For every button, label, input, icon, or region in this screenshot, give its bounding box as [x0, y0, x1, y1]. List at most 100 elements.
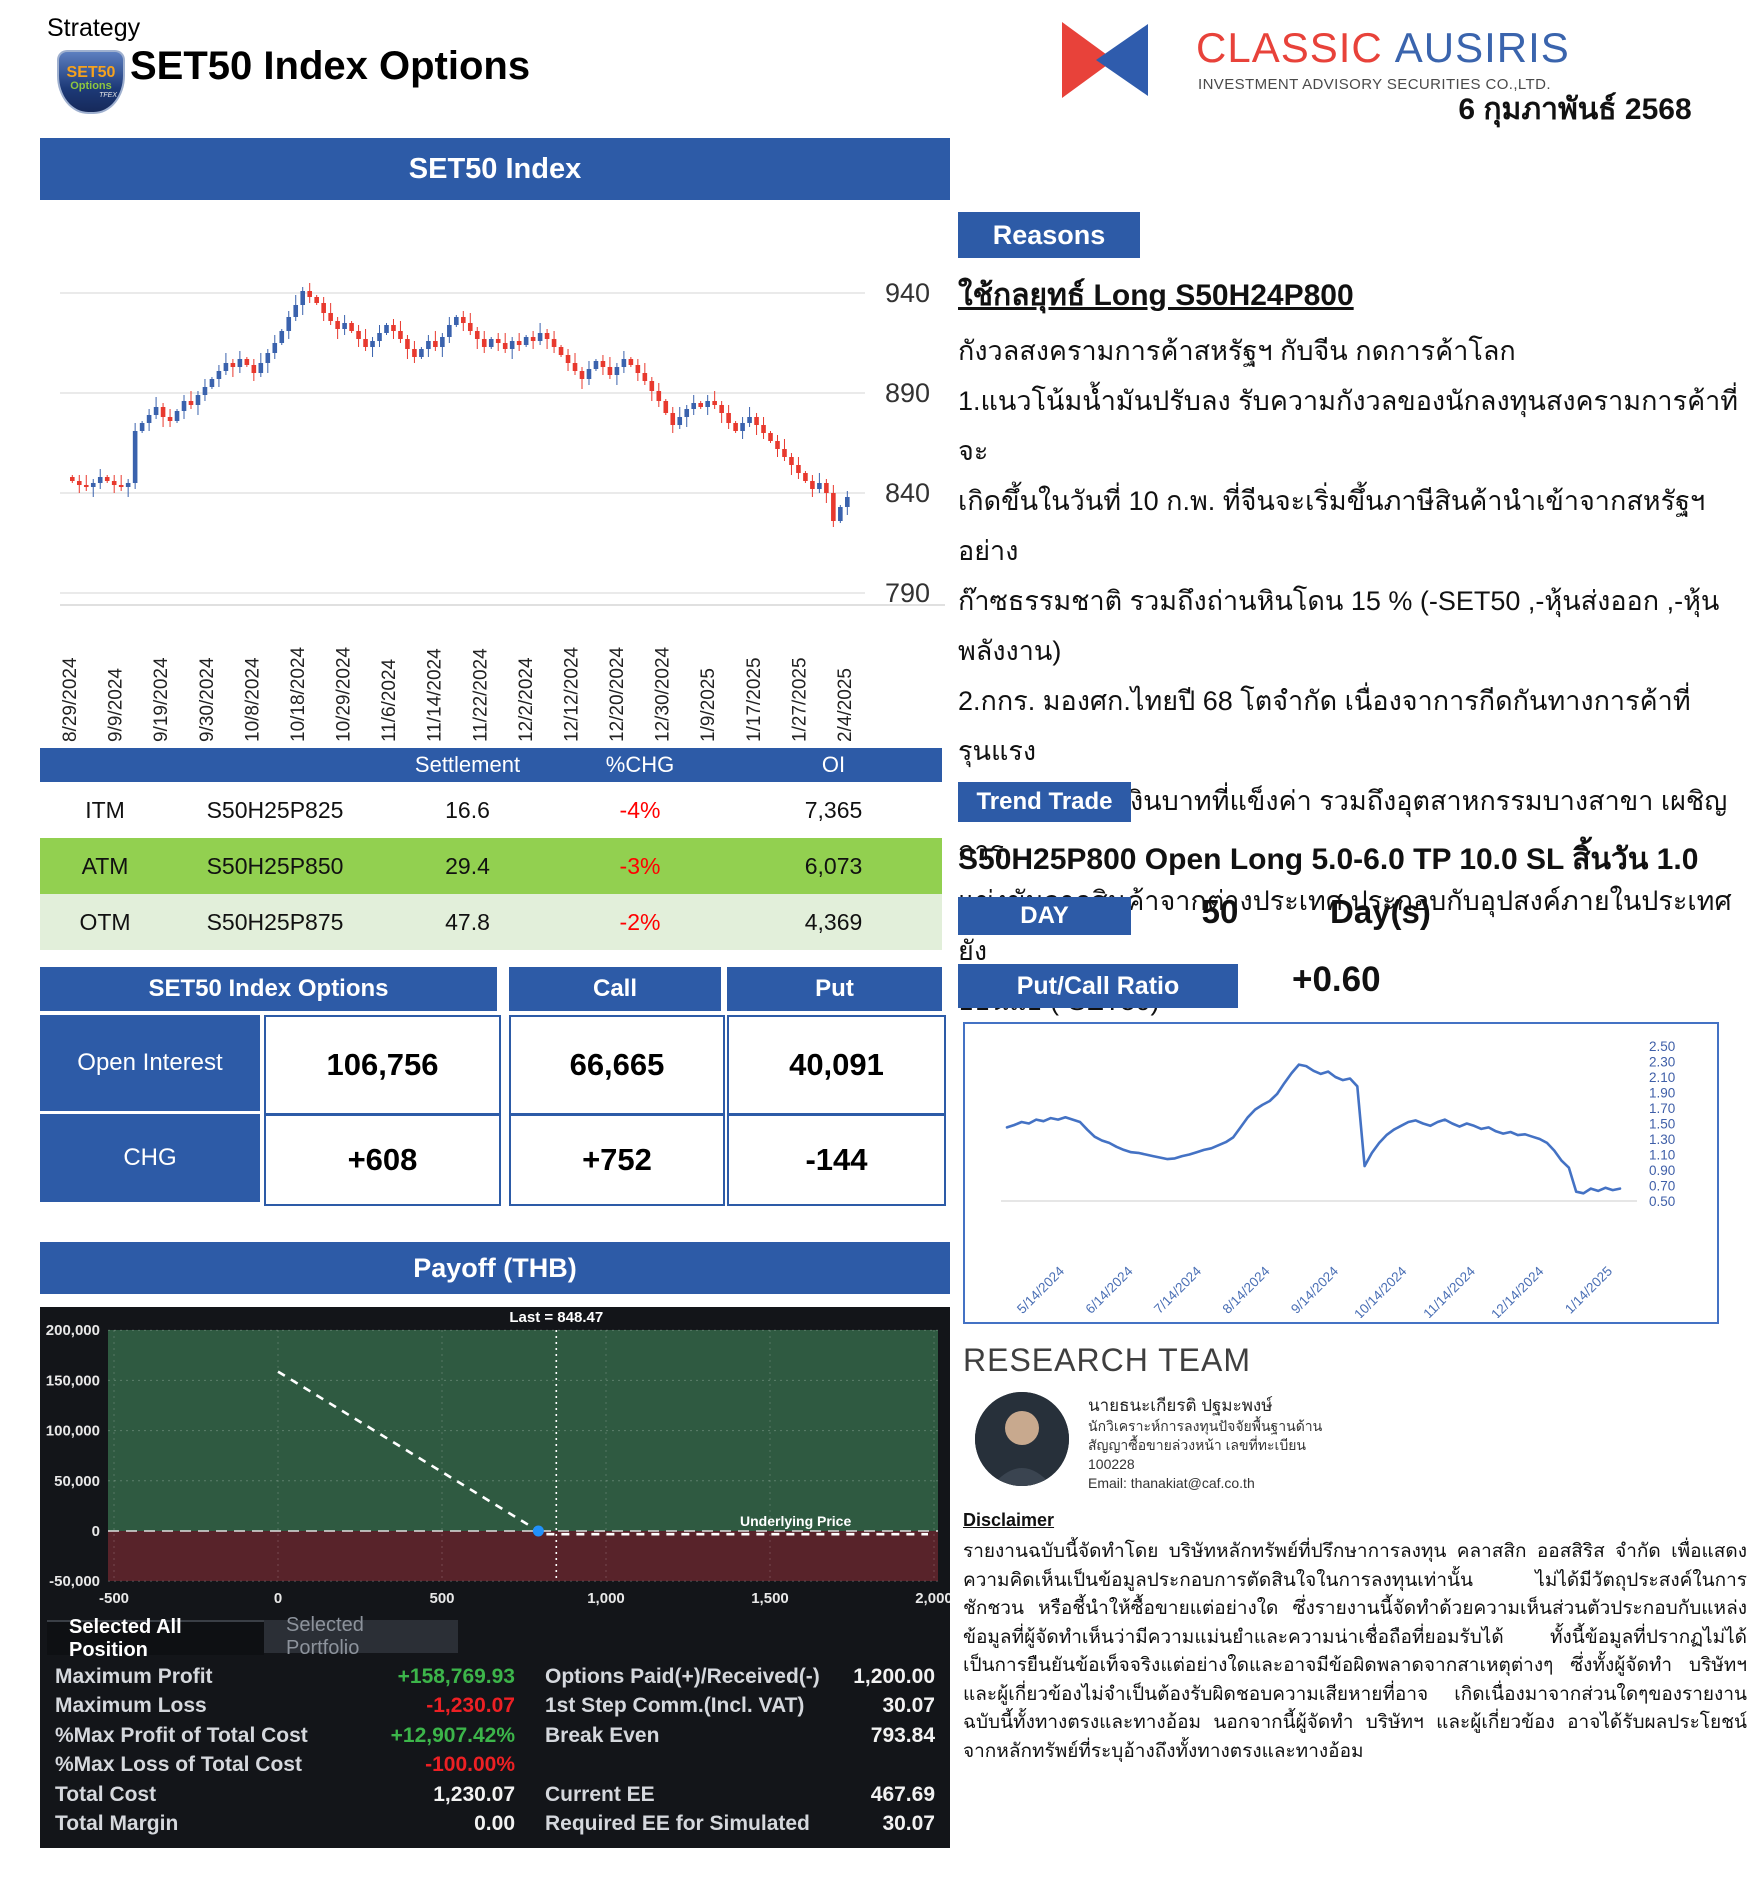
payoff-panel: 200,000 150,000 100,000 50,000 0 -50,000 -500 0… [40, 1307, 953, 1848]
brand-name-classic: CLASSIC [1196, 24, 1383, 71]
total-cost-label: Total Cost [55, 1782, 157, 1806]
analyst-license: 100228 [1088, 1456, 1135, 1472]
svg-text:100,000: 100,000 [46, 1423, 100, 1440]
oi-summary-title: SET50 Index Options [40, 967, 497, 1011]
max-profit-label: Maximum Profit [55, 1664, 213, 1688]
svg-text:1,500: 1,500 [751, 1590, 789, 1607]
itm-series: S50H25P825 [206, 796, 344, 823]
svg-text:0: 0 [92, 1523, 100, 1540]
otm-chg: -2% [619, 908, 661, 935]
disclaimer-heading: Disclaimer [963, 1510, 1055, 1530]
brand-name-ausiris: AUSIRIS [1394, 24, 1570, 71]
put-call-ratio-chart-frame: 2.50 2.30 2.10 1.90 1.70 1.50 1.30 1.10 0.90 0.70… [963, 1022, 1719, 1324]
total-margin-label: Total Margin [55, 1812, 179, 1836]
reason-line: เกิดขึ้นในวันที่ 10 ก.พ. ที่จีนจะเริ่มขึ… [958, 486, 1706, 566]
reason-line: 1.แนวโน้มน้ำมันปรับลง รับความกังวลของนัก… [958, 386, 1739, 466]
table-row-atm: ATM S50H25P850 29.4 -3% 6,073 [40, 838, 942, 894]
options-table-header: Settlement %CHG OI [40, 748, 942, 782]
atm-oi: 6,073 [804, 852, 863, 879]
call-header: Call [509, 967, 721, 1011]
logo-line2: Options [70, 80, 112, 92]
svg-text:1/14/2025: 1/14/2025 [1562, 1264, 1615, 1317]
svg-text:10/18/2024: 10/18/2024 [288, 646, 309, 742]
brand-name: CLASSIC AUSIRIS [1196, 24, 1570, 72]
first-step-comm-value: 30.07 [882, 1694, 935, 1718]
put-open-interest: 40,091 [727, 1015, 946, 1115]
atm-label: ATM [81, 852, 129, 879]
tab-selected-all-position[interactable]: Selected All Position [47, 1616, 264, 1661]
itm-label: ITM [85, 796, 125, 823]
svg-text:12/20/2024: 12/20/2024 [607, 646, 628, 742]
first-step-comm-label: 1st Step Comm.(Incl. VAT) [545, 1694, 805, 1718]
analyst-info: นายธนะเกียรติ ปฐมะพงษ์ นักวิเคราะห์การลง… [1088, 1396, 1418, 1493]
max-profit-value: +158,769.93 [397, 1664, 515, 1688]
analyst-avatar [975, 1392, 1069, 1486]
svg-text:2.50: 2.50 [1649, 1039, 1675, 1054]
svg-text:940: 940 [885, 278, 930, 308]
max-loss-value: -1,230.07 [426, 1694, 515, 1718]
call-chg: +752 [509, 1114, 725, 1206]
col-oi: OI [821, 752, 846, 777]
analyst-email[interactable]: Email: thanakiat@caf.co.th [1088, 1475, 1255, 1491]
table-row-itm: ITM S50H25P825 16.6 -4% 7,365 [40, 782, 942, 838]
put-chg: -144 [727, 1114, 946, 1206]
svg-text:10/29/2024: 10/29/2024 [334, 646, 355, 742]
svg-text:1,000: 1,000 [587, 1590, 625, 1607]
stat-row: Maximum Profit +158,769.93 Options Paid(… [55, 1662, 935, 1692]
otm-oi: 4,369 [804, 908, 863, 935]
pct-max-loss-label: %Max Loss of Total Cost [55, 1753, 302, 1777]
brand-subtitle: INVESTMENT ADVISORY SECURITIES CO.,LTD. [1198, 76, 1551, 93]
svg-text:12/14/2024: 12/14/2024 [1488, 1263, 1547, 1318]
analyst-name: นายธนะเกียรติ ปฐมะพงษ์ [1088, 1396, 1273, 1415]
total-margin-value: 0.00 [474, 1812, 515, 1836]
set50-candlestick-chart: 940 890 840 790 8/29/2024 9/9/2024 9/19/2024 9/… [60, 278, 945, 742]
svg-text:1.30: 1.30 [1649, 1132, 1675, 1147]
payoff-chart: 200,000 150,000 100,000 50,000 0 -50,000-500 0… [46, 1309, 953, 1607]
reason-line: พลังงาน) [958, 636, 1062, 666]
payoff-stats: Maximum Profit +158,769.93 Options Paid(… [55, 1662, 935, 1839]
pct-max-loss-value: -100.00% [425, 1753, 515, 1777]
svg-text:1/9/2025: 1/9/2025 [698, 668, 719, 742]
svg-text:2/4/2025: 2/4/2025 [835, 668, 856, 742]
svg-text:Last = 848.47: Last = 848.47 [509, 1309, 603, 1326]
svg-text:7/14/2024: 7/14/2024 [1151, 1263, 1204, 1316]
svg-text:9/9/2024: 9/9/2024 [106, 668, 127, 742]
reason-line: 2.กกร. มองศก.ไทยปี 68 โตจำกัด เนื่องจากา… [958, 686, 1691, 766]
classic-ausiris-logo-icon [1062, 22, 1148, 98]
put-call-ratio-value: +0.60 [1292, 960, 1381, 999]
required-ee-label: Required EE for Simulated [545, 1812, 810, 1836]
put-call-ratio-label: Put/Call Ratio [958, 964, 1238, 1008]
svg-text:-50,000: -50,000 [49, 1573, 100, 1590]
trend-trade-title: Trend Trade [958, 782, 1131, 822]
table-row-otm: OTM S50H25P875 47.8 -2% 4,369 [40, 894, 942, 950]
break-even-value: 793.84 [870, 1723, 935, 1747]
svg-text:9/14/2024: 9/14/2024 [1288, 1263, 1341, 1316]
svg-text:0.70: 0.70 [1649, 1179, 1675, 1194]
svg-text:890: 890 [885, 378, 930, 408]
reasons-title: Reasons [958, 212, 1140, 258]
col-chg: %CHG [605, 752, 675, 777]
svg-text:6/14/2024: 6/14/2024 [1083, 1263, 1136, 1316]
otm-label: OTM [79, 908, 131, 935]
analyst-role-line1: นักวิเคราะห์การลงทุนปัจจัยพื้นฐานด้าน [1088, 1418, 1323, 1434]
svg-text:8/29/2024: 8/29/2024 [60, 657, 81, 742]
day-unit: Day(s) [1330, 893, 1431, 930]
total-cost-value: 1,230.07 [433, 1782, 515, 1806]
svg-text:0.90: 0.90 [1649, 1163, 1675, 1178]
reason-line: กังวลสงครามการค้าสหรัฐฯ กับจีน กดการค้าโ… [958, 336, 1516, 366]
svg-text:2,000: 2,000 [915, 1590, 950, 1607]
svg-text:1.10: 1.10 [1649, 1148, 1675, 1163]
svg-text:500: 500 [429, 1590, 454, 1607]
chg-total: +608 [264, 1114, 501, 1206]
put-call-ratio-chart: 2.502.302.101.901.701.501.301.100.900.70… [1001, 1039, 1675, 1322]
strategy-label: Strategy [47, 14, 141, 42]
svg-text:0: 0 [274, 1590, 282, 1607]
svg-text:8/14/2024: 8/14/2024 [1220, 1263, 1273, 1316]
current-ee-value: 467.69 [870, 1782, 935, 1806]
svg-text:200,000: 200,000 [46, 1322, 100, 1339]
index-chart-title: SET50 Index [40, 138, 950, 200]
pct-max-profit-label: %Max Profit of Total Cost [55, 1723, 308, 1747]
tab-selected-portfolio[interactable]: Selected Portfolio [264, 1614, 458, 1659]
disclaimer-body: รายงานฉบับนี้จัดทำโดย บริษัทหลักทรัพย์ที… [963, 1541, 1747, 1762]
options-paid-value: 1,200.00 [853, 1664, 935, 1688]
